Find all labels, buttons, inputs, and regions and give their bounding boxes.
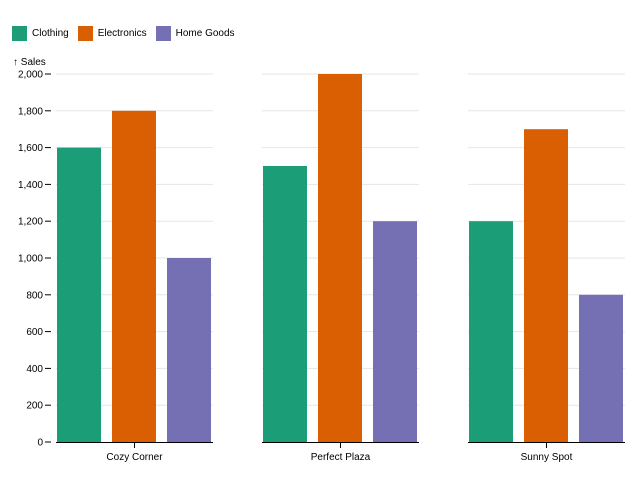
bar-cozy-corner-clothing — [57, 147, 101, 442]
x-tick-label-sunny-spot: Sunny Spot — [521, 452, 573, 463]
legend-swatch-clothing — [12, 25, 27, 41]
y-tick-label: 2,000 — [18, 70, 43, 81]
y-tick-label: 200 — [26, 401, 43, 412]
y-axis: 0 200 400 600 800 1,000 1,200 1,400 1,600 1,800 2,… — [18, 70, 51, 449]
legend-swatch-home-goods — [155, 25, 171, 41]
y-tick-label: 600 — [26, 327, 43, 338]
legend-label-electronics: Electronics — [97, 27, 147, 39]
bar-sunny-spot-home-goods — [579, 294, 623, 442]
x-tick-label-perfect-plaza: Perfect Plaza — [311, 452, 371, 463]
legend-item-home-goods: Home Goods — [155, 25, 235, 41]
legend-label-home-goods: Home Goods — [175, 27, 235, 39]
bar-perfect-plaza-electronics — [318, 74, 362, 442]
y-tick-label: 1,600 — [18, 143, 43, 154]
y-tick-label: 1,000 — [18, 254, 43, 265]
bars — [57, 74, 623, 443]
legend-item-electronics: Electronics — [77, 25, 147, 41]
x-axis: Cozy Corner Perfect Plaza Sunny Spot — [56, 442, 625, 463]
chart-legend: Clothing Electronics Home Goods — [12, 24, 244, 42]
legend-item-clothing: Clothing — [12, 25, 69, 41]
bar-perfect-plaza-clothing — [263, 166, 307, 442]
y-tick-label: 800 — [26, 290, 43, 301]
y-tick-label: 1,800 — [18, 106, 43, 117]
legend-label-clothing: Clothing — [32, 27, 69, 39]
x-tick-label-cozy-corner: Cozy Corner — [106, 452, 163, 463]
y-tick-label: 1,400 — [18, 180, 43, 191]
y-tick-label: 1,200 — [18, 217, 43, 228]
y-tick-label: 0 — [37, 438, 43, 449]
bar-sunny-spot-clothing — [469, 221, 513, 442]
y-axis-label: ↑ Sales — [13, 57, 46, 68]
bar-cozy-corner-electronics — [112, 110, 156, 443]
y-tick-label: 400 — [26, 364, 43, 375]
bar-sunny-spot-electronics — [524, 129, 568, 442]
legend-swatch-electronics — [77, 25, 93, 41]
bar-perfect-plaza-home-goods — [373, 221, 417, 442]
bar-cozy-corner-home-goods — [167, 258, 211, 442]
